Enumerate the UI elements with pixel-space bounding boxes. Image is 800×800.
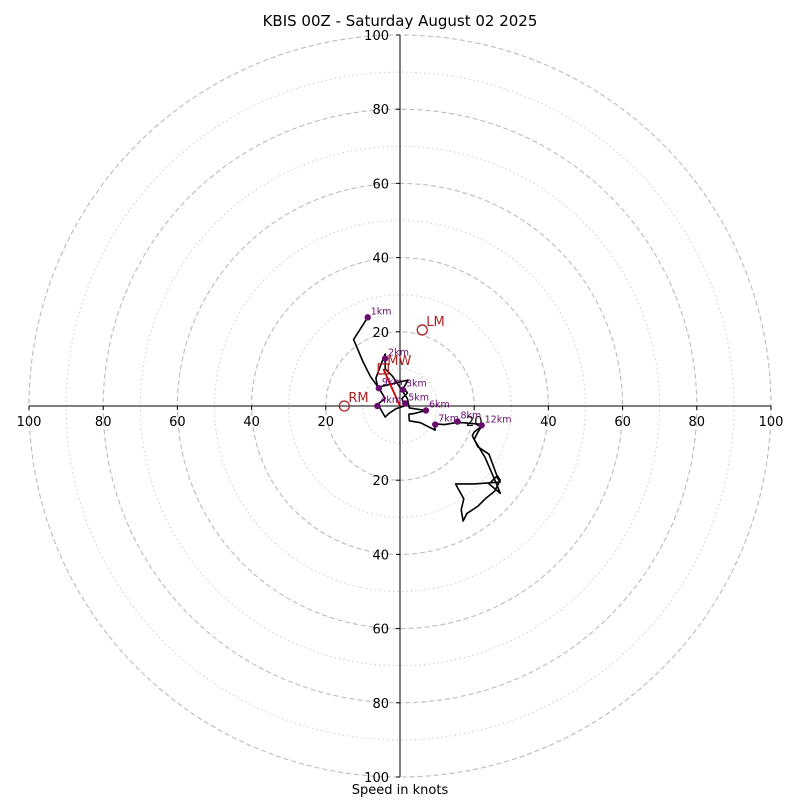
x-tick-label: 80 xyxy=(689,415,706,430)
chart-title: KBIS 00Z - Saturday August 02 2025 xyxy=(262,12,538,30)
storm-motion-rm-marker xyxy=(338,400,351,412)
height-marker-8km xyxy=(454,418,461,425)
x-tick-label: 40 xyxy=(540,415,557,430)
height-marker-5km xyxy=(401,400,409,407)
x-tick-label: 40 xyxy=(243,415,260,430)
x-tick-label: 60 xyxy=(614,415,631,430)
tick-labels: 100 80 60 40 20 20 40 60 80 100 100 80 60 40 20 20 40 60 8… xyxy=(17,29,784,786)
storm-motion-mw-label: MW xyxy=(387,354,411,369)
y-tick-label: 40 xyxy=(372,548,389,563)
x-tick-label: 60 xyxy=(169,415,186,430)
storm-motion-lm-label: LM xyxy=(426,315,444,330)
height-label-3km: 3km xyxy=(406,379,427,390)
storm-motion-rm-label: RM xyxy=(348,391,368,406)
x-tick-label: 100 xyxy=(17,415,42,430)
height-marker-6km xyxy=(422,407,430,414)
height-marker-4km xyxy=(374,402,381,410)
wind-trace xyxy=(352,316,502,522)
y-tick-label: 100 xyxy=(364,771,389,786)
shear-vector-line xyxy=(382,368,401,407)
height-marker-9km xyxy=(375,384,383,392)
y-tick-label: 60 xyxy=(372,177,389,192)
height-label-12km: 12km xyxy=(485,414,512,425)
storm-motion-lm-marker xyxy=(416,324,428,336)
x-tick-label: 20 xyxy=(466,415,483,430)
height-label-5km: 5km xyxy=(408,392,429,403)
y-tick-label: 40 xyxy=(372,252,389,267)
height-label-9km: 9km xyxy=(382,377,403,388)
height-label-6km: 6km xyxy=(429,399,450,410)
height-label-1km: 1km xyxy=(371,306,392,317)
y-tick-label: 80 xyxy=(372,103,389,118)
height-label-8km: 8km xyxy=(461,411,482,422)
y-tick-label: 20 xyxy=(372,474,389,489)
height-marker-1km xyxy=(364,314,371,321)
y-tick-label: 80 xyxy=(372,697,389,712)
x-tick-label: 20 xyxy=(318,415,335,430)
height-marker-12km xyxy=(478,422,485,429)
height-label-2km: 2km xyxy=(388,348,409,359)
height-label-7km: 7km xyxy=(438,414,459,425)
height-marker-2km xyxy=(381,355,389,362)
y-tick-label: 60 xyxy=(372,623,389,638)
height-marker-3km xyxy=(399,386,407,393)
storm-motion-mw-marker xyxy=(377,363,389,375)
storm-motion-markers: RM LM MW xyxy=(338,315,445,412)
x-axis-label: Speed in knots xyxy=(351,783,449,798)
y-tick-label: 20 xyxy=(372,326,389,341)
hodograph-trace-line xyxy=(352,316,502,522)
height-marker-7km xyxy=(432,421,439,428)
x-tick-label: 100 xyxy=(759,415,784,430)
x-tick-label: 80 xyxy=(95,415,112,430)
y-tick-label: 100 xyxy=(364,29,389,44)
height-label-4km: 4km xyxy=(380,395,401,406)
